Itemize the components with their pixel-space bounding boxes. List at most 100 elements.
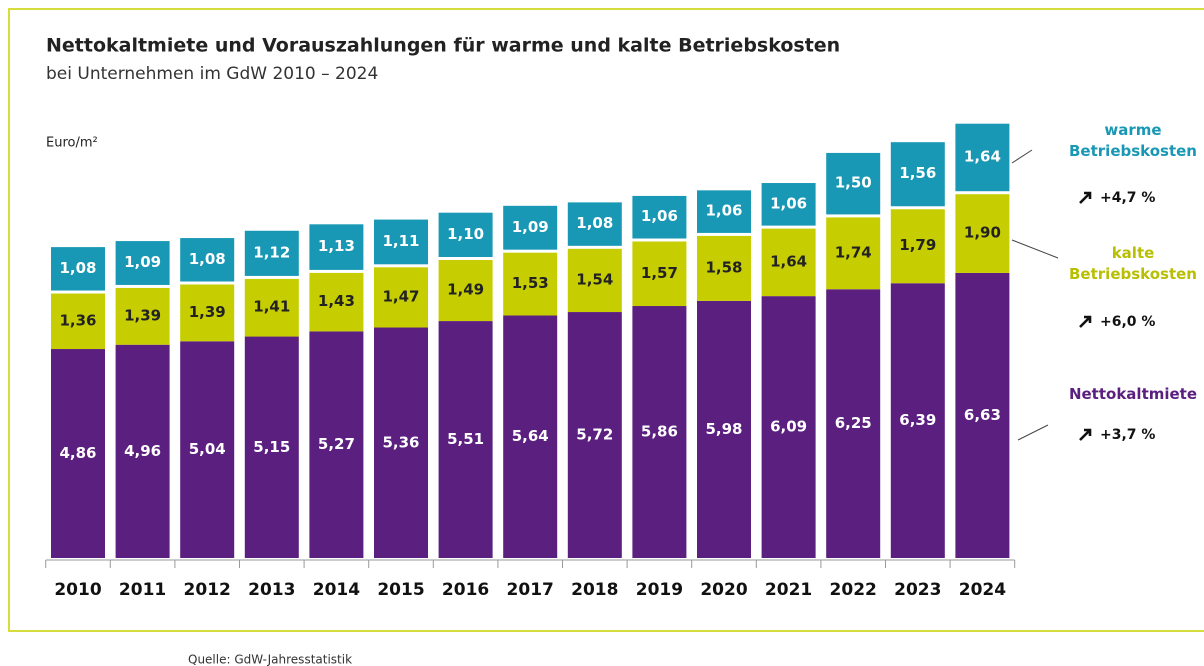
x-tick-label: 2013 (248, 580, 295, 600)
data-label: 1,50 (835, 174, 872, 192)
data-label: 1,12 (253, 243, 290, 261)
x-tick-label: 2022 (830, 580, 877, 600)
bar-segment (890, 142, 945, 207)
bar-segment (761, 183, 816, 226)
bar-segment (697, 235, 751, 301)
bar-segment (955, 123, 1010, 192)
bar-segment (567, 312, 622, 558)
data-label: 5,27 (318, 435, 355, 453)
data-label: 1,41 (253, 298, 290, 316)
data-label: 1,10 (447, 225, 484, 243)
bar-segment (309, 272, 364, 332)
chart-subtitle: bei Unternehmen im GdW 2010 – 2024 (46, 64, 378, 84)
data-label: 5,04 (189, 440, 226, 458)
data-label: 6,09 (770, 418, 807, 436)
connector (1011, 149, 1033, 164)
bar-segment (567, 248, 622, 313)
bar-segment (51, 247, 105, 291)
x-tick-label: 2024 (959, 580, 1006, 600)
data-label: 1,90 (964, 224, 1001, 242)
bar-segment (244, 336, 299, 558)
bar-segment (51, 293, 105, 350)
chart-title: Nettokaltmiete und Vorauszahlungen für w… (46, 35, 840, 57)
data-label: 1,11 (382, 232, 419, 250)
bar-segment (180, 284, 235, 342)
bar-segment (697, 300, 751, 558)
change-label: +4,7 % (1100, 190, 1155, 206)
legend-label: Nettokaltmiete (1068, 385, 1198, 403)
bar-segment (374, 219, 428, 265)
bar-segment (890, 283, 945, 558)
bar-segment (632, 195, 687, 239)
data-label: 1,49 (447, 281, 484, 299)
x-tick-label: 2023 (894, 580, 941, 600)
data-label: 4,96 (124, 442, 161, 460)
bar-segment (955, 272, 1010, 558)
bar-segment (955, 194, 1010, 273)
data-label: 4,86 (59, 444, 96, 462)
data-label: 1,57 (641, 264, 678, 282)
data-label: 1,74 (835, 243, 872, 261)
bar-segment (438, 260, 493, 322)
data-label: 1,43 (318, 292, 355, 310)
data-label: 1,08 (189, 250, 226, 268)
data-label: 1,06 (770, 194, 807, 212)
data-label: 1,58 (705, 258, 742, 276)
bar-segment (503, 252, 558, 316)
data-label: 5,51 (447, 430, 484, 448)
data-label: 1,64 (770, 252, 807, 270)
bar-segment (309, 224, 364, 270)
data-label: 5,15 (253, 438, 290, 456)
bar-segment (115, 241, 170, 285)
bar-segment (244, 278, 299, 337)
legend-label: warme Betriebskosten (1069, 121, 1197, 160)
data-label: 6,25 (835, 414, 872, 432)
x-tick-label: 2020 (700, 580, 747, 600)
bar-segment (697, 190, 751, 233)
data-label: 1,09 (512, 218, 549, 236)
data-label: 5,98 (705, 420, 742, 438)
x-tick-label: 2014 (313, 580, 360, 600)
data-label: 5,86 (641, 423, 678, 441)
x-tick-label: 2015 (377, 580, 424, 600)
trend-arrow (1079, 315, 1092, 328)
data-label: 1,36 (59, 311, 96, 329)
bar-segment (503, 205, 558, 250)
bar-segment (826, 217, 881, 290)
data-label: 1,09 (124, 253, 161, 271)
bar-segment (438, 321, 493, 558)
bar-segment (115, 287, 170, 345)
data-label: 1,08 (576, 214, 613, 232)
source: Quelle: GdW-Jahresstatistik (188, 653, 352, 666)
bar-segment (309, 331, 364, 558)
data-label: 1,53 (512, 274, 549, 292)
bar-segment (826, 152, 881, 215)
x-tick-label: 2012 (184, 580, 231, 600)
trend-arrow (1079, 428, 1092, 441)
bar-segment (761, 296, 816, 558)
bar-segment (632, 241, 687, 307)
bar-segment (761, 228, 816, 297)
bar-segment (374, 267, 428, 328)
data-label: 1,54 (576, 270, 613, 288)
x-tick-label: 2011 (119, 580, 166, 600)
bar-segment (51, 349, 105, 558)
data-label: 1,79 (899, 236, 936, 254)
legend-label: kalte Betriebskosten (1069, 244, 1197, 283)
x-tick-label: 2017 (507, 580, 554, 600)
data-label: 1,06 (641, 207, 678, 225)
x-tick-label: 2016 (442, 580, 489, 600)
data-label: 1,06 (705, 202, 742, 220)
data-label: 1,64 (964, 147, 1001, 165)
bar-segment (890, 209, 945, 284)
chart-frame (8, 8, 1204, 632)
x-tick-label: 2010 (54, 580, 101, 600)
data-label: 5,64 (512, 427, 549, 445)
bar-segment (567, 202, 622, 246)
trend-arrow (1079, 191, 1092, 204)
data-label: 1,56 (899, 164, 936, 182)
bar-segment (438, 212, 493, 257)
bar-segment (180, 341, 235, 558)
x-tick-label: 2021 (765, 580, 812, 600)
